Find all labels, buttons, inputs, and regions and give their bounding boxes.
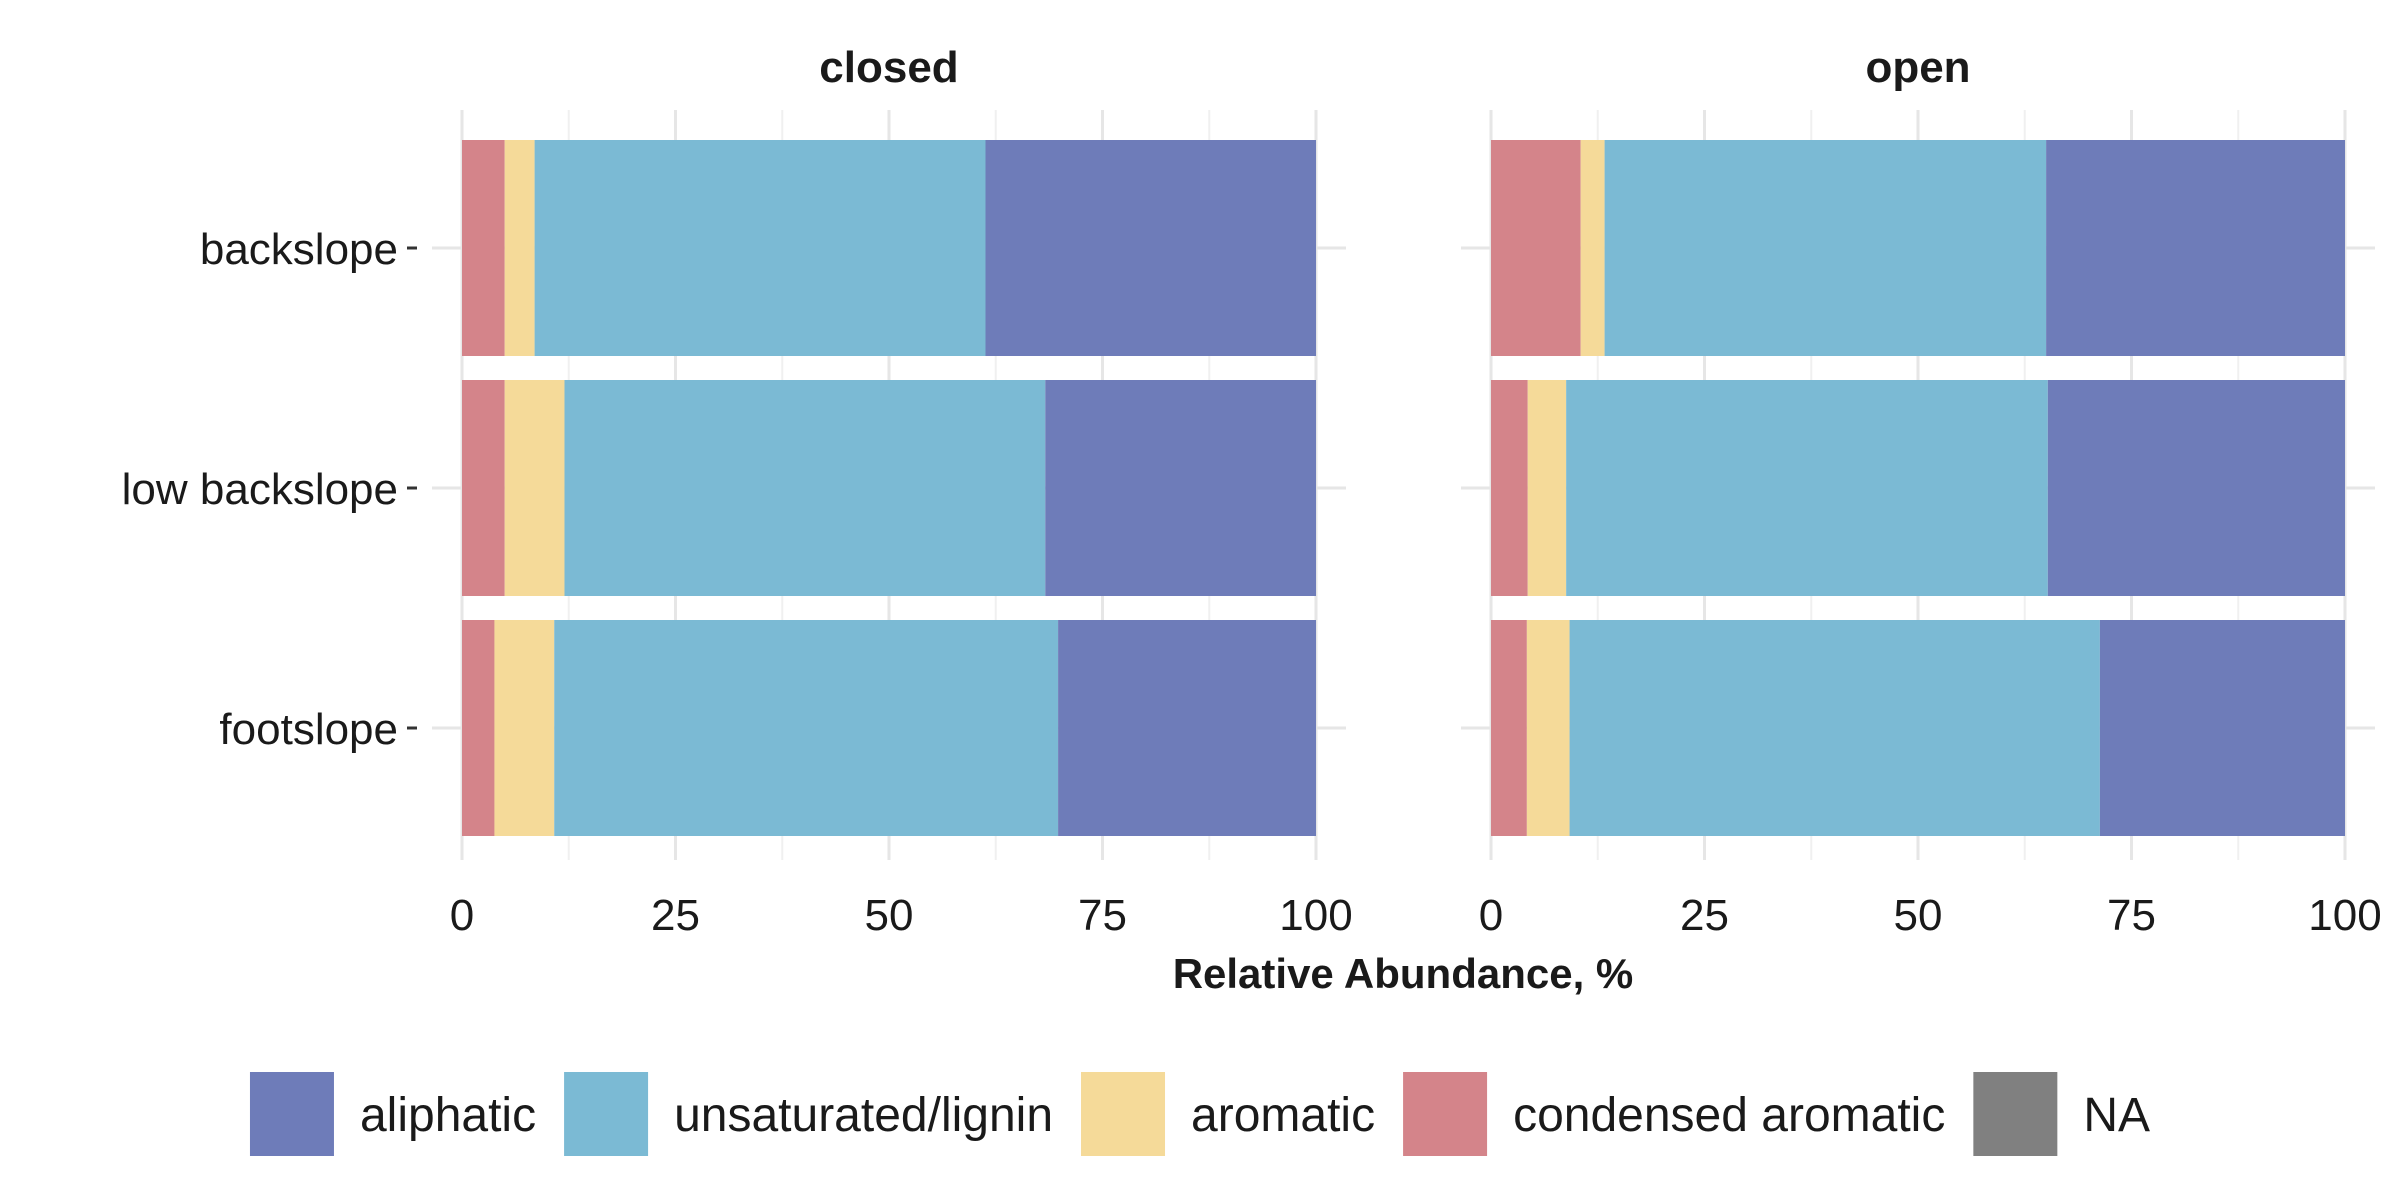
legend-key-na — [1973, 1072, 2058, 1156]
x-tick-label-closed: 50 — [865, 891, 914, 940]
bar-open-backslope-unsaturated-lignin — [1604, 140, 2047, 356]
bar-closed-low-backslope-aromatic — [504, 380, 565, 596]
x-tick-label-open: 100 — [2308, 891, 2381, 940]
bar-open-footslope-condensed-aromatic — [1491, 620, 1527, 836]
legend-label-na: NA — [2083, 1089, 2150, 1142]
bar-closed-low-backslope-unsaturated-lignin — [564, 380, 1046, 596]
legend-label-unsaturated-lignin: unsaturated/lignin — [674, 1089, 1053, 1142]
x-tick-label-open: 25 — [1680, 891, 1729, 940]
legend-key-aromatic — [1081, 1072, 1166, 1156]
y-tick-label-backslope: backslope — [200, 225, 398, 274]
legend-key-unsaturated-lignin — [564, 1072, 649, 1156]
bar-closed-footslope-unsaturated-lignin — [554, 620, 1059, 836]
bar-closed-backslope-aliphatic — [985, 140, 1316, 356]
y-tick-label-footslope: footslope — [219, 705, 398, 754]
bar-open-backslope-aromatic — [1580, 140, 1605, 356]
x-tick-label-closed: 25 — [651, 891, 700, 940]
bar-open-low-backslope-aliphatic — [2047, 380, 2345, 596]
x-tick-label-open: 50 — [1894, 891, 1943, 940]
x-tick-label-open: 0 — [1479, 891, 1503, 940]
x-tick-label-closed: 75 — [1078, 891, 1127, 940]
legend-label-aromatic: aromatic — [1191, 1089, 1375, 1142]
x-tick-label-open: 75 — [2107, 891, 2156, 940]
bar-open-low-backslope-unsaturated-lignin — [1566, 380, 2048, 596]
x-tick-label-closed: 100 — [1279, 891, 1352, 940]
bar-closed-backslope-unsaturated-lignin — [534, 140, 986, 356]
legend-layer: aliphatic unsaturated/lignin aromatic conde… — [249, 1072, 2150, 1156]
bar-open-low-backslope-aromatic — [1527, 380, 1567, 596]
facet-title-open: open — [1865, 43, 1970, 92]
bar-layer — [462, 140, 2345, 836]
bar-open-footslope-unsaturated-lignin — [1569, 620, 2100, 836]
bar-closed-footslope-aromatic — [494, 620, 555, 836]
axis-layer: 0 25 50 75 100 closed 0 25 50 75 100 open backslope l… — [122, 43, 2382, 997]
bar-open-backslope-condensed-aromatic — [1491, 140, 1581, 356]
y-tick-label-low-backslope: low backslope — [122, 465, 398, 514]
bar-closed-backslope-condensed-aromatic — [462, 140, 505, 356]
legend-key-aliphatic — [249, 1072, 334, 1156]
facet-title-closed: closed — [819, 43, 958, 92]
bar-closed-footslope-condensed-aromatic — [462, 620, 495, 836]
bar-closed-footslope-aliphatic — [1058, 620, 1316, 836]
bar-open-footslope-aromatic — [1526, 620, 1570, 836]
bar-closed-low-backslope-aliphatic — [1045, 380, 1316, 596]
bar-open-low-backslope-condensed-aromatic — [1491, 380, 1528, 596]
x-tick-label-closed: 0 — [450, 891, 474, 940]
bar-closed-backslope-aromatic — [504, 140, 535, 356]
legend-label-condensed-aromatic: condensed aromatic — [1513, 1089, 1945, 1142]
bar-closed-low-backslope-condensed-aromatic — [462, 380, 505, 596]
x-axis-title: Relative Abundance, % — [1173, 950, 1634, 997]
legend-key-condensed-aromatic — [1403, 1072, 1488, 1156]
bar-open-backslope-aliphatic — [2046, 140, 2345, 356]
legend-label-aliphatic: aliphatic — [360, 1089, 536, 1142]
bar-open-footslope-aliphatic — [2099, 620, 2345, 836]
